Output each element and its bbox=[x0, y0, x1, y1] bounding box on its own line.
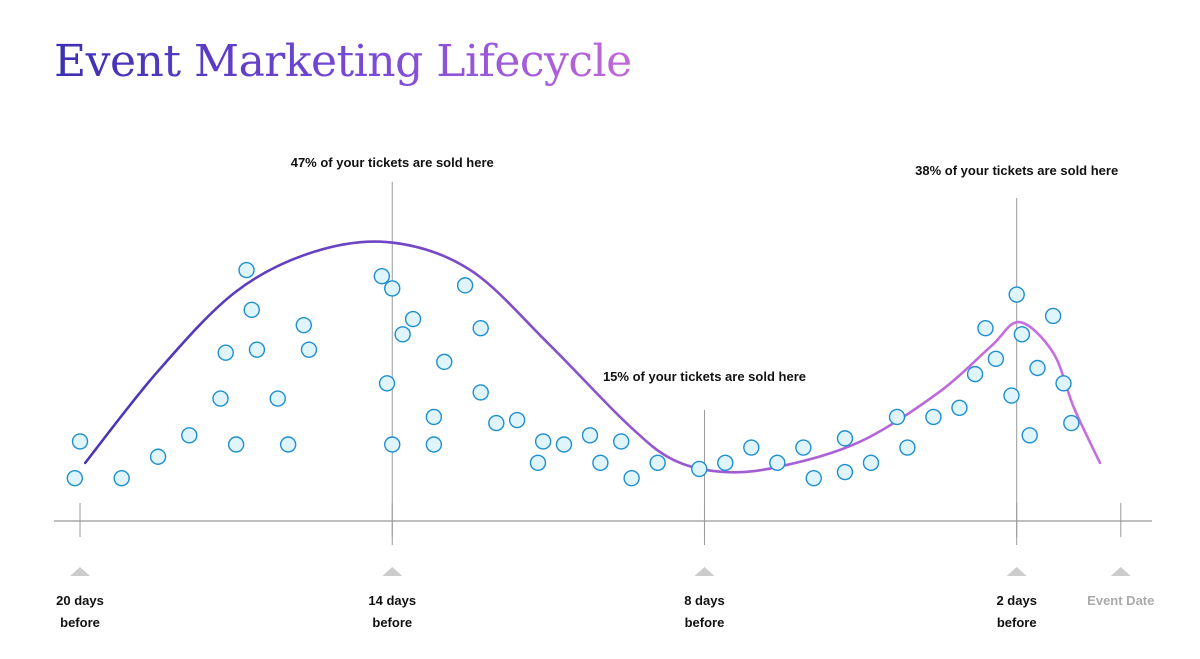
data-point bbox=[1008, 286, 1025, 303]
tick-label: Event Date bbox=[1087, 593, 1154, 608]
data-point bbox=[649, 454, 666, 472]
data-point bbox=[425, 436, 443, 453]
data-point bbox=[623, 469, 640, 487]
data-point bbox=[1029, 359, 1046, 377]
data-point bbox=[456, 277, 474, 294]
data-point bbox=[951, 399, 968, 416]
data-points bbox=[66, 261, 1080, 487]
data-point bbox=[436, 353, 453, 371]
data-point bbox=[977, 320, 994, 337]
data-point bbox=[899, 439, 916, 456]
data-point bbox=[149, 448, 167, 465]
data-point bbox=[113, 469, 130, 487]
data-point bbox=[404, 310, 422, 328]
data-point bbox=[769, 454, 786, 472]
data-point bbox=[295, 316, 312, 334]
tick-label: 8 days bbox=[684, 593, 724, 608]
data-point bbox=[279, 436, 297, 453]
data-point bbox=[836, 463, 854, 481]
data-point bbox=[1063, 414, 1080, 432]
data-point bbox=[508, 411, 526, 429]
trend-curve-group bbox=[83, 240, 1102, 474]
data-point bbox=[243, 301, 260, 319]
data-point bbox=[1013, 326, 1031, 343]
tick-marker-triangle bbox=[1006, 567, 1027, 576]
data-point bbox=[71, 433, 89, 450]
data-point bbox=[472, 384, 489, 401]
data-point bbox=[691, 460, 708, 478]
tick-marker-triangle bbox=[694, 567, 715, 576]
data-point bbox=[1003, 387, 1020, 404]
tick-marker-triangle bbox=[382, 567, 403, 576]
data-point bbox=[248, 341, 266, 358]
data-point bbox=[987, 350, 1005, 368]
data-point bbox=[300, 341, 318, 358]
data-point bbox=[836, 430, 854, 447]
data-point bbox=[925, 408, 942, 426]
data-point bbox=[717, 454, 734, 472]
trend-curve bbox=[83, 240, 1102, 474]
data-point bbox=[181, 427, 198, 444]
data-point bbox=[384, 280, 401, 297]
guide-lines bbox=[391, 182, 1018, 545]
data-point bbox=[269, 390, 286, 407]
data-point bbox=[529, 454, 547, 472]
data-point bbox=[378, 375, 396, 392]
annotations: 47% of your tickets are sold here 15% of … bbox=[291, 155, 1118, 384]
data-point bbox=[966, 365, 984, 383]
data-point bbox=[888, 408, 906, 426]
data-point bbox=[555, 436, 573, 453]
tick-marker-triangle bbox=[70, 567, 91, 576]
data-point bbox=[613, 433, 630, 450]
tick-label: 14 days bbox=[368, 593, 416, 608]
tick-label: before bbox=[997, 615, 1037, 630]
data-point bbox=[384, 436, 401, 453]
data-point bbox=[66, 469, 84, 487]
data-point bbox=[534, 433, 552, 450]
data-point bbox=[1044, 307, 1062, 325]
tick-label: 20 days bbox=[56, 593, 104, 608]
tick-label: before bbox=[372, 615, 412, 630]
tick-label: 2 days bbox=[996, 593, 1036, 608]
data-point bbox=[472, 320, 489, 337]
data-point bbox=[795, 439, 812, 456]
data-point bbox=[238, 261, 255, 279]
x-ticks: 20 days before 14 days before 8 days before 2 … bbox=[56, 503, 1154, 630]
data-point bbox=[743, 439, 760, 456]
chart-title: Event Marketing Lifecycle bbox=[54, 36, 632, 87]
annotation-label: 15% of your tickets are sold here bbox=[603, 369, 806, 384]
data-point bbox=[227, 436, 245, 453]
annotation-label: 47% of your tickets are sold here bbox=[291, 155, 494, 170]
tick-marker-triangle bbox=[1110, 567, 1131, 576]
data-point bbox=[425, 408, 443, 426]
data-point bbox=[394, 326, 411, 343]
data-point bbox=[217, 344, 234, 361]
data-point bbox=[581, 427, 599, 444]
annotation-label: 38% of your tickets are sold here bbox=[915, 163, 1118, 178]
data-point bbox=[862, 454, 880, 472]
tick-label: before bbox=[685, 615, 725, 630]
data-point bbox=[1021, 427, 1038, 444]
data-point bbox=[212, 390, 229, 407]
data-point bbox=[1055, 375, 1072, 392]
data-point bbox=[373, 268, 391, 285]
data-point bbox=[805, 469, 822, 487]
data-point bbox=[488, 414, 505, 432]
tick-label: before bbox=[60, 615, 100, 630]
data-point bbox=[592, 454, 609, 472]
